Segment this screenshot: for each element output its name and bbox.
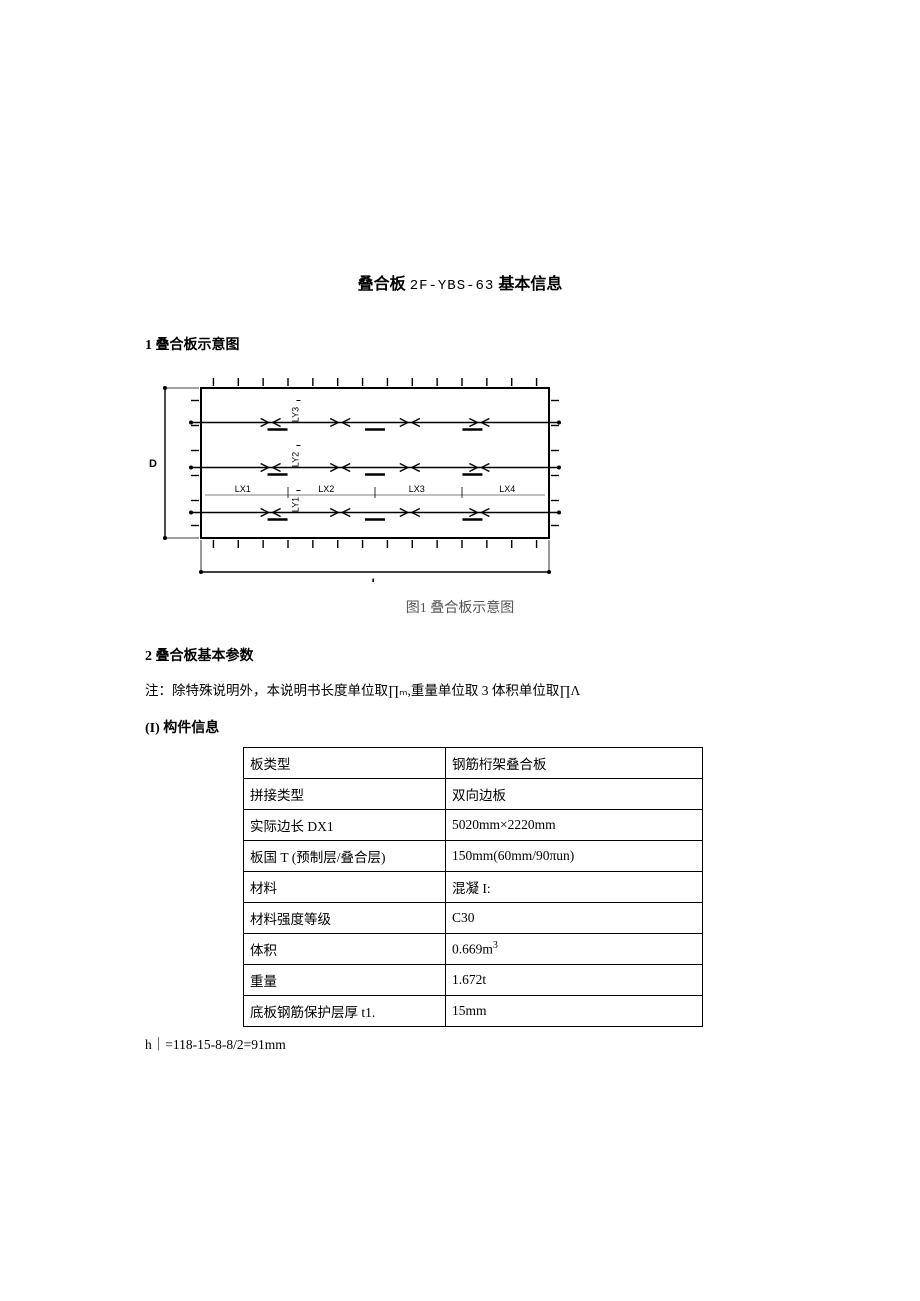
table-row: 实际边长 DX15020mm×2220mm <box>244 810 703 841</box>
table-cell-label: 板国 T (预制层/叠合层) <box>244 841 446 872</box>
table-row: 板国 T (预制层/叠合层)150mm(60mm/90πun) <box>244 841 703 872</box>
table-cell-value: 混凝 I: <box>445 872 702 903</box>
table-cell-value: 钢筋桁架叠合板 <box>445 748 702 779</box>
table-cell-label: 板类型 <box>244 748 446 779</box>
table-cell-label: 材料 <box>244 872 446 903</box>
svg-text:LX4: LX4 <box>499 484 515 494</box>
svg-text:LX3: LX3 <box>409 484 425 494</box>
diagram-caption: 图1 叠合板示意图 <box>145 597 775 617</box>
table-cell-value: 双向边板 <box>445 779 702 810</box>
table-cell-label: 体积 <box>244 934 446 965</box>
document-page: 叠合板 2F-YBS-63 基本信息 1 叠合板示意图 LY1 LY2 LY3 LX1… <box>0 0 920 1133</box>
table-row: 材料强度等级C30 <box>244 903 703 934</box>
table-cell-label: 实际边长 DX1 <box>244 810 446 841</box>
table-row: 材料混凝 I: <box>244 872 703 903</box>
table-cell-value: 150mm(60mm/90πun) <box>445 841 702 872</box>
table-row: 重量1.672t <box>244 965 703 996</box>
formula-line: h｜=118-15-8-8/2=91mm <box>145 1033 775 1053</box>
title-suffix: 基本信息 <box>498 276 562 293</box>
svg-text:LX1: LX1 <box>235 484 251 494</box>
composite-slab-diagram: LY1 LY2 LY3 LX1 LX2 LX3 LX4 D L <box>145 372 575 582</box>
diagram-container: LY1 LY2 LY3 LX1 LX2 LX3 LX4 D L <box>145 372 575 587</box>
section1-heading: 1 叠合板示意图 <box>145 334 775 354</box>
table-cell-value: 1.672t <box>445 965 702 996</box>
svg-text:LY2: LY2 <box>290 452 300 467</box>
table-cell-label: 重量 <box>244 965 446 996</box>
title-code: 2F-YBS-63 <box>410 278 495 294</box>
table-row: 体积0.669m3 <box>244 934 703 965</box>
component-info-table: 板类型钢筋桁架叠合板拼接类型双向边板实际边长 DX15020mm×2220mm板… <box>243 747 703 1027</box>
svg-text:D: D <box>149 458 157 470</box>
unit-note: 注：除特殊说明外，本说明书长度单位取∏ₘ,重量单位取 3 体积单位取∏Λ <box>145 679 775 699</box>
svg-text:LY3: LY3 <box>290 407 300 422</box>
section2-heading: 2 叠合板基本参数 <box>145 645 775 665</box>
table-cell-label: 底板钢筋保护层厚 t1. <box>244 996 446 1027</box>
table-cell-value: C30 <box>445 903 702 934</box>
svg-text:LY1: LY1 <box>290 497 300 512</box>
table-row: 拼接类型双向边板 <box>244 779 703 810</box>
table-cell-value: 0.669m3 <box>445 934 702 965</box>
table-cell-value: 5020mm×2220mm <box>445 810 702 841</box>
table-cell-label: 材料强度等级 <box>244 903 446 934</box>
table-row: 板类型钢筋桁架叠合板 <box>244 748 703 779</box>
table-cell-value: 15mm <box>445 996 702 1027</box>
table-cell-label: 拼接类型 <box>244 779 446 810</box>
page-title: 叠合板 2F-YBS-63 基本信息 <box>145 270 775 294</box>
table-row: 底板钢筋保护层厚 t1.15mm <box>244 996 703 1027</box>
svg-text:L: L <box>372 577 379 582</box>
component-info-heading: (I) 构件信息 <box>145 717 775 737</box>
svg-text:LX2: LX2 <box>318 484 334 494</box>
title-prefix: 叠合板 <box>358 276 406 293</box>
